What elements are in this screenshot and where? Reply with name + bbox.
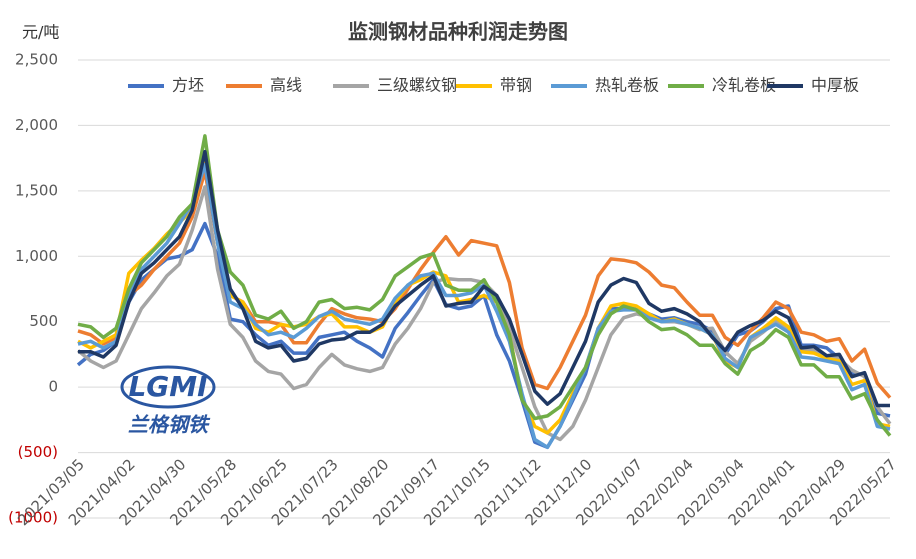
y-tick-label: 0: [48, 378, 58, 396]
y-tick-label: 1,500: [15, 181, 58, 199]
legend-label: 高线: [270, 76, 302, 95]
legend-label: 中厚板: [811, 76, 859, 95]
series-line: [78, 149, 890, 408]
logo-ring: [120, 365, 216, 409]
logo-name: 兰格钢铁: [128, 413, 211, 437]
y-tick-label: 1,000: [15, 247, 58, 265]
y-unit: 元/吨: [22, 23, 59, 42]
chart-title: 监测钢材品种利润走势图: [348, 20, 568, 44]
y-tick-label: (500): [18, 443, 58, 461]
legend-label: 热轧卷板: [595, 76, 659, 95]
logo-text: LGMI: [128, 370, 207, 403]
legend-label: 方坯: [172, 76, 204, 95]
legend-label: 冷轧卷板: [712, 76, 776, 95]
y-tick-label: 2,000: [15, 116, 58, 134]
y-tick-label: 2,500: [15, 51, 58, 69]
y-tick-label: 500: [29, 312, 58, 330]
legend-label: 三级螺纹钢: [377, 76, 457, 95]
legend-label: 带钢: [500, 76, 532, 95]
y-tick-label: (1000): [8, 509, 58, 527]
watermark: LGMI 兰格钢铁: [120, 365, 216, 437]
